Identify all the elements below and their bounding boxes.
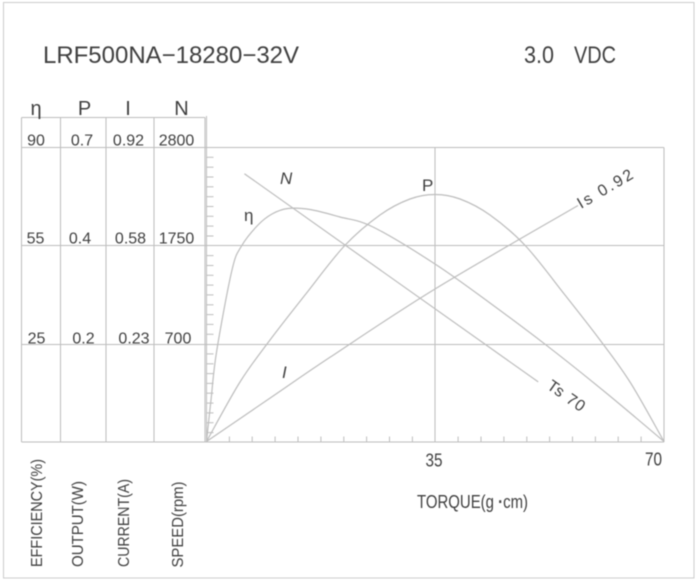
svg-text:0.58: 0.58 [115, 231, 146, 248]
svg-text:OUTPUT(W): OUTPUT(W) [70, 481, 87, 567]
svg-text:90: 90 [27, 133, 45, 150]
svg-text:η: η [244, 206, 253, 225]
svg-text:N: N [174, 98, 188, 120]
svg-text:I: I [125, 98, 131, 120]
svg-text:0.92: 0.92 [113, 133, 144, 150]
svg-text:η: η [30, 98, 41, 120]
svg-text:LRF500NA−18280−32V: LRF500NA−18280−32V [43, 42, 299, 69]
svg-text:P: P [78, 98, 91, 120]
svg-text:70: 70 [645, 450, 662, 470]
svg-text:VDC: VDC [574, 42, 616, 69]
svg-text:CURRENT(A): CURRENT(A) [116, 479, 133, 567]
svg-text:TORQUE(g ·cm): TORQUE(g ·cm) [417, 491, 528, 512]
svg-text:3.0: 3.0 [524, 42, 554, 69]
svg-text:EFFICIENCY(%): EFFICIENCY(%) [29, 459, 46, 567]
svg-text:N: N [280, 169, 293, 188]
svg-text:0.23: 0.23 [118, 331, 149, 348]
svg-text:35: 35 [426, 451, 443, 471]
svg-text:2800: 2800 [159, 133, 195, 150]
svg-text:55: 55 [27, 231, 45, 248]
svg-text:P: P [422, 176, 433, 195]
svg-text:25: 25 [28, 331, 46, 348]
svg-text:0.4: 0.4 [69, 231, 91, 248]
svg-text:700: 700 [165, 331, 192, 348]
svg-text:0.7: 0.7 [71, 133, 93, 150]
svg-text:SPEED(rpm): SPEED(rpm) [170, 482, 187, 568]
svg-text:1750: 1750 [159, 231, 195, 248]
svg-text:0.2: 0.2 [72, 331, 94, 348]
svg-text:I: I [282, 363, 287, 382]
